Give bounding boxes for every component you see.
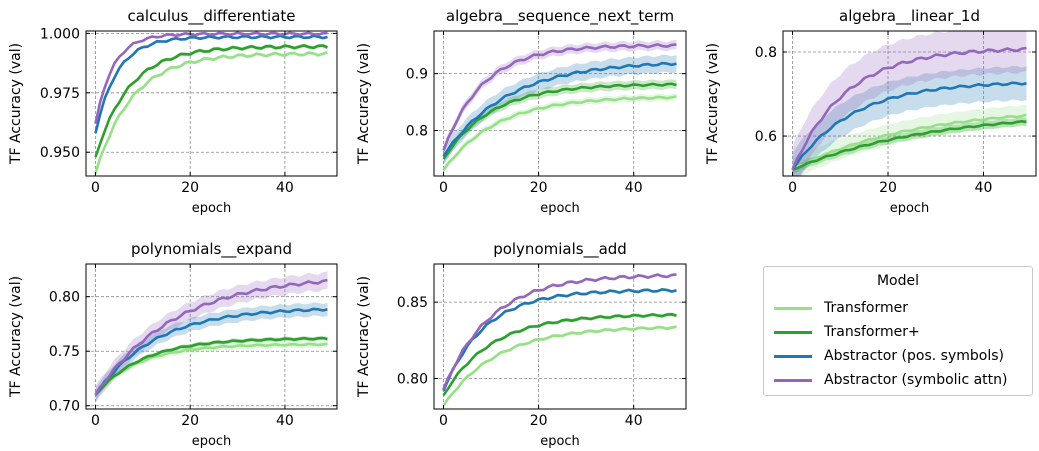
y-tick-label: 1.000 (40, 26, 80, 42)
series-line-abstractor-symbolic-attn (94, 31, 328, 124)
legend-swatch (774, 306, 812, 310)
legend-item-abstractor-pos: Abstractor (pos. symbols) (774, 346, 1004, 366)
y-axis-label: TF Accuracy (val) (356, 43, 372, 165)
series-line-abstractor-pos-symbols (94, 307, 328, 396)
legend-swatch (774, 378, 812, 382)
series-band-abstractor-symbolic-attn (792, 31, 1027, 176)
chart-calculus-differentiate: 0 20 40 0.950 0.975 1.000 calculus__differenti… (8, 7, 338, 216)
y-tick-label: 0.6 (755, 129, 777, 145)
y-tick-label: 0.85 (397, 295, 428, 311)
series-line-abstractor-symbolic-attn (442, 273, 677, 390)
x-axis-label: epoch (540, 434, 580, 449)
x-tick-label: 40 (276, 413, 294, 429)
x-tick-label: 0 (439, 180, 448, 196)
chart-polynomials-expand: 0 20 40 0.70 0.75 0.80 polynomials__expandepoc… (8, 240, 338, 449)
series-band-abstractor-symbolic-attn (95, 271, 328, 404)
x-axis-label: epoch (540, 201, 580, 216)
series-line-transformer (442, 95, 677, 172)
x-tick-label: 40 (625, 180, 643, 196)
y-tick-label: 0.8 (755, 45, 777, 61)
chart-title: calculus__differentiate (127, 7, 295, 26)
legend-label: Transformer (824, 300, 909, 316)
series-line-abstractor-pos-symbols (442, 61, 677, 157)
series-line-abstractor-symbolic-attn (94, 278, 328, 396)
x-axis-label: epoch (192, 201, 232, 216)
legend-title: Model (876, 273, 920, 289)
x-tick-label: 40 (276, 180, 294, 196)
x-tick-label: 0 (91, 180, 100, 196)
series-line-transformer (94, 336, 328, 396)
x-axis-label: epoch (192, 434, 232, 449)
x-tick-label: 20 (530, 180, 548, 196)
x-axis-label: epoch (890, 201, 930, 216)
series-line-abstractor-symbolic-attn (791, 46, 1027, 171)
y-axis-label: TF Accuracy (val) (705, 43, 721, 165)
series-band-transformer (443, 312, 677, 398)
series-line-abstractor-pos-symbols (94, 34, 328, 134)
y-tick-label: 0.950 (40, 145, 80, 161)
series-line-transformer (792, 120, 1027, 171)
y-axis-label: TF Accuracy (val) (8, 276, 24, 398)
x-tick-label: 0 (91, 413, 100, 429)
series-band-transformer (443, 79, 677, 164)
plot-frame (433, 30, 687, 177)
legend-item-transformer: Transformer (774, 298, 908, 318)
y-tick-label: 0.70 (49, 399, 80, 415)
series-line-transformer (442, 325, 677, 407)
chart-title: algebra__sequence_next_term (446, 7, 674, 26)
series-line-transformer (442, 313, 677, 397)
series-line-transformer (94, 44, 329, 158)
series-line-transformer (94, 51, 328, 174)
series-line-abstractor-pos-symbols (791, 81, 1027, 171)
y-tick-label: 0.75 (49, 344, 80, 360)
plot-frame (85, 30, 338, 177)
series-band-transformer (443, 93, 677, 174)
x-tick-label: 40 (625, 413, 643, 429)
plot-frame (85, 263, 338, 410)
series-line-transformer (442, 82, 677, 160)
legend-swatch (774, 330, 812, 334)
y-tick-label: 0.9 (406, 67, 428, 83)
chart-algebra-sequence-next-term: 0 20 40 0.8 0.9 algebra__sequence_next_termep… (356, 7, 687, 216)
y-tick-label: 0.80 (49, 290, 80, 306)
legend-item-transformer-plus: Transformer+ (774, 322, 920, 342)
y-tick-label: 0.975 (40, 86, 80, 102)
series-band-transformer (95, 50, 328, 176)
chart-title: polynomials__add (493, 240, 627, 259)
legend: Model Transformer Transformer+ Abstracto… (763, 266, 1033, 396)
x-tick-label: 0 (788, 180, 797, 196)
legend-label: Abstractor (pos. symbols) (824, 348, 1004, 364)
series-line-abstractor-pos-symbols (442, 288, 677, 392)
legend-swatch (774, 354, 812, 358)
chart-title: polynomials__expand (131, 240, 292, 259)
x-tick-label: 20 (181, 413, 199, 429)
series-band-abstractor-pos-symbols (443, 287, 677, 393)
chart-title: algebra__linear_1d (839, 7, 980, 26)
series-line-abstractor-symbolic-attn (442, 43, 677, 151)
plot-frame (433, 263, 687, 410)
plot-frame (782, 30, 1037, 177)
x-tick-label: 20 (181, 180, 199, 196)
legend-item-abstractor-sym: Abstractor (symbolic attn) (774, 370, 1008, 390)
x-tick-label: 20 (879, 180, 897, 196)
series-line-transformer (791, 113, 1027, 171)
x-tick-label: 20 (530, 413, 548, 429)
y-tick-label: 0.80 (397, 371, 428, 387)
legend-label: Transformer+ (824, 324, 920, 340)
x-tick-label: 40 (975, 180, 993, 196)
y-axis-label: TF Accuracy (val) (356, 276, 372, 398)
y-axis-label: TF Accuracy (val) (8, 43, 24, 165)
y-tick-label: 0.8 (406, 124, 428, 140)
x-tick-label: 0 (439, 413, 448, 429)
legend-label: Abstractor (symbolic attn) (824, 372, 1008, 388)
series-band-abstractor-pos-symbols (443, 54, 677, 165)
series-band-abstractor-pos-symbols (792, 65, 1027, 176)
